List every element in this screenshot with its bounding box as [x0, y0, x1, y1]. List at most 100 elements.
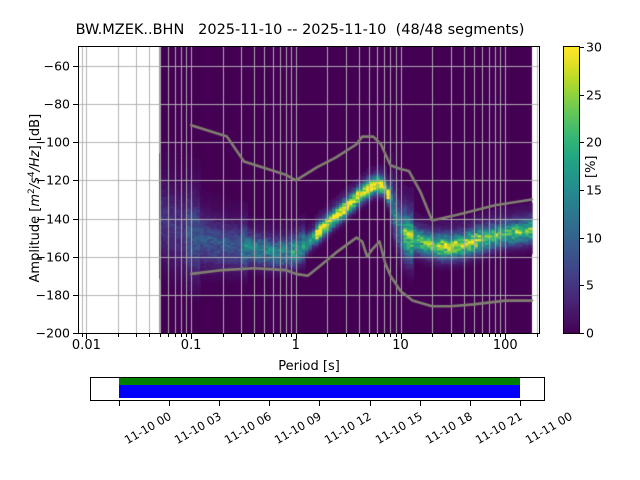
- timeline-tick-label: 11-10 03: [171, 409, 224, 447]
- y-tick-mark: [73, 295, 78, 296]
- timeline-tick-label: 11-10 09: [272, 409, 325, 447]
- x-tick-minor-mark: [396, 334, 397, 337]
- x-tick-minor-mark: [384, 334, 385, 337]
- timeline-tick-mark: [169, 401, 170, 406]
- x-tick-minor-mark: [118, 334, 119, 337]
- y-tick-mark: [73, 333, 78, 334]
- x-tick-minor-mark: [136, 334, 137, 337]
- timeline-tick-label: 11-10 15: [372, 409, 425, 447]
- y-tick-label: −100: [35, 134, 70, 150]
- colorbar-tick-label: 0: [586, 325, 594, 341]
- y-tick-mark: [73, 219, 78, 220]
- y-tick-mark: [73, 104, 78, 105]
- timeline-tick-mark: [119, 401, 120, 406]
- x-tick-mark: [86, 334, 87, 339]
- colorbar-tick-label: 15: [586, 182, 602, 198]
- y-tick-label: −160: [35, 249, 70, 265]
- timeline-tick-mark: [420, 401, 421, 406]
- x-tick-label: 100: [492, 338, 518, 353]
- x-tick-minor-mark: [346, 334, 347, 337]
- x-tick-label: 0.01: [71, 338, 101, 353]
- coverage-timeline[interactable]: [90, 377, 545, 401]
- x-tick-minor-mark: [181, 334, 182, 337]
- timeline-tick-label: 11-11 00: [522, 409, 575, 447]
- y-tick-label: −140: [35, 211, 70, 227]
- x-tick-mark: [505, 334, 506, 339]
- x-tick-mark: [401, 334, 402, 339]
- colorbar-tick-label: 20: [586, 134, 602, 150]
- colorbar-tick-label: 25: [586, 87, 602, 103]
- timeline-tick-label: 11-10 06: [222, 409, 274, 447]
- colorbar-tick-label: 10: [586, 230, 602, 246]
- x-tick-minor-mark: [291, 334, 292, 337]
- colorbar-tick-mark: [580, 190, 584, 191]
- x-tick-minor-mark: [223, 334, 224, 337]
- timeline-tick-label: 11-10 12: [322, 409, 375, 447]
- timeline-tick-label: 11-10 18: [422, 409, 475, 447]
- x-tick-minor-mark: [359, 334, 360, 337]
- y-tick-label: −180: [35, 287, 70, 303]
- x-tick-minor-mark: [474, 334, 475, 337]
- x-tick-minor-mark: [168, 334, 169, 337]
- y-tick-mark: [73, 180, 78, 181]
- timeline-band-psd: [118, 378, 520, 385]
- ppsd-plot-area[interactable]: [78, 46, 540, 334]
- colorbar-tick-mark: [580, 238, 584, 239]
- x-tick-minor-mark: [377, 334, 378, 337]
- x-tick-minor-mark: [160, 334, 161, 337]
- x-tick-minor-mark: [327, 334, 328, 337]
- x-tick-label: 1: [291, 338, 300, 353]
- x-tick-mark: [191, 334, 192, 339]
- colorbar-tick-mark: [580, 47, 584, 48]
- timeline-tick-mark: [520, 401, 521, 406]
- x-tick-minor-mark: [273, 334, 274, 337]
- x-tick-minor-mark: [286, 334, 287, 337]
- x-tick-minor-mark: [175, 334, 176, 337]
- x-tick-minor-mark: [489, 334, 490, 337]
- y-tick-label: −200: [35, 325, 70, 341]
- x-tick-minor-mark: [186, 334, 187, 337]
- x-tick-minor-mark: [432, 334, 433, 337]
- colorbar-tick-mark: [580, 333, 584, 334]
- y-tick-label: −80: [43, 96, 70, 112]
- timeline-tick-mark: [370, 401, 371, 406]
- y-tick-mark: [73, 142, 78, 143]
- colorbar-tick-label: 5: [586, 277, 594, 293]
- timeline-tick-mark: [219, 401, 220, 406]
- y-tick-label: −60: [43, 58, 70, 74]
- colorbar-gradient: [564, 47, 579, 333]
- x-tick-minor-mark: [500, 334, 501, 337]
- x-tick-minor-mark: [241, 334, 242, 337]
- x-tick-mark: [296, 334, 297, 339]
- timeline-tick-mark: [269, 401, 270, 406]
- x-axis-label: Period [s]: [278, 359, 340, 374]
- x-tick-minor-mark: [280, 334, 281, 337]
- colorbar-tick-mark: [580, 95, 584, 96]
- x-tick-minor-mark: [464, 334, 465, 337]
- colorbar-tick-label: 30: [586, 39, 602, 55]
- x-tick-minor-mark: [149, 334, 150, 337]
- x-tick-minor-mark: [390, 334, 391, 337]
- timeline-tick-mark: [470, 401, 471, 406]
- colorbar: [563, 46, 580, 334]
- x-tick-minor-mark: [537, 334, 538, 337]
- x-tick-minor-mark: [264, 334, 265, 337]
- page-title: BW.MZEK..BHN 2025-11-10 -- 2025-11-10 (4…: [75, 22, 525, 38]
- x-tick-label: 0.1: [180, 338, 202, 353]
- y-tick-mark: [73, 66, 78, 67]
- x-tick-minor-mark: [451, 334, 452, 337]
- x-tick-minor-mark: [369, 334, 370, 337]
- x-tick-minor-mark: [82, 334, 83, 337]
- x-tick-minor-mark: [495, 334, 496, 337]
- y-tick-mark: [73, 257, 78, 258]
- x-tick-minor-mark: [482, 334, 483, 337]
- colorbar-tick-mark: [580, 285, 584, 286]
- timeline-band-data: [118, 385, 520, 398]
- y-tick-label: −120: [35, 172, 70, 188]
- timeline-tick-label: 11-10 21: [472, 409, 525, 447]
- ppsd-histogram-canvas: [79, 47, 539, 333]
